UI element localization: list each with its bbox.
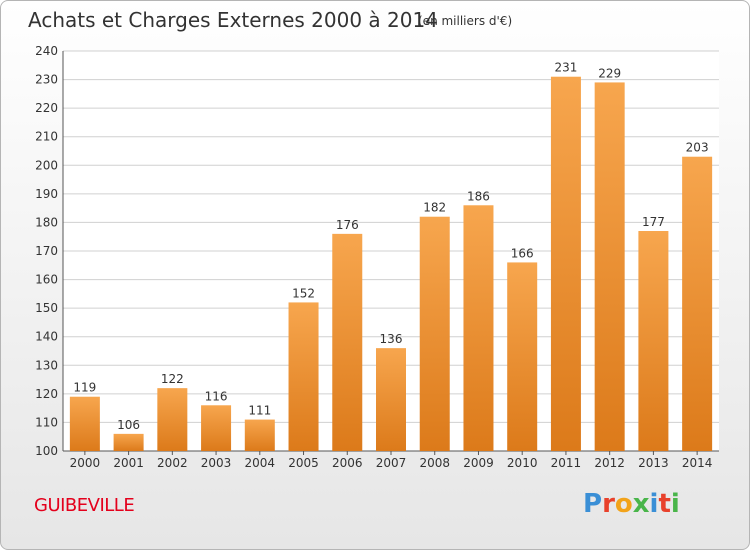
x-tick-label: 2010: [507, 456, 538, 470]
data-label: 186: [467, 189, 490, 203]
data-label: 231: [554, 61, 577, 75]
y-tick-label: 190: [35, 187, 58, 201]
y-tick-label: 230: [35, 73, 58, 87]
logo-letter: o: [614, 489, 633, 519]
data-label: 182: [423, 201, 446, 215]
x-tick-label: 2007: [376, 456, 407, 470]
bar: [201, 405, 232, 451]
data-label: 229: [598, 66, 621, 80]
logo-letter: r: [602, 489, 615, 519]
proxiti-logo: Proxiti: [583, 489, 680, 519]
data-label: 203: [686, 141, 709, 155]
y-tick-label: 150: [35, 301, 58, 315]
x-tick-label: 2006: [332, 456, 363, 470]
x-tick-label: 2001: [113, 456, 144, 470]
logo-letter: i: [670, 489, 680, 519]
data-label: 116: [205, 389, 228, 403]
data-label: 122: [161, 372, 184, 386]
data-label: 152: [292, 286, 315, 300]
logo-letter: x: [632, 489, 650, 519]
bar: [419, 216, 450, 451]
x-tick-label: 2002: [157, 456, 188, 470]
y-tick-label: 200: [35, 158, 58, 172]
y-tick-label: 240: [35, 44, 58, 58]
logo-letter: t: [658, 489, 671, 519]
logo-letter: P: [583, 489, 603, 519]
bar: [244, 419, 275, 451]
y-tick-label: 110: [35, 415, 58, 429]
data-label: 119: [73, 381, 96, 395]
y-tick-label: 130: [35, 358, 58, 372]
bar: [463, 205, 494, 451]
data-label: 136: [380, 332, 403, 346]
bar: [113, 433, 144, 451]
bar: [550, 76, 581, 451]
commune-name: GUIBEVILLE: [34, 495, 135, 516]
data-label: 177: [642, 215, 665, 229]
bar: [332, 233, 363, 451]
x-tick-label: 2013: [638, 456, 669, 470]
bar: [69, 396, 100, 451]
x-tick-label: 2012: [594, 456, 625, 470]
data-label: 111: [248, 404, 271, 418]
x-tick-label: 2008: [419, 456, 450, 470]
x-tick-label: 2009: [463, 456, 494, 470]
data-label: 176: [336, 218, 359, 232]
bar: [376, 348, 406, 451]
x-tick-label: 2003: [201, 456, 232, 470]
y-tick-label: 210: [35, 130, 58, 144]
chart-title: Achats et Charges Externes 2000 à 2014: [28, 8, 438, 32]
y-tick-label: 170: [35, 244, 58, 258]
bar: [507, 262, 538, 451]
y-tick-label: 160: [35, 273, 58, 287]
bar: [682, 156, 713, 451]
x-tick-label: 2000: [70, 456, 101, 470]
y-tick-label: 180: [35, 215, 58, 229]
bar: [157, 388, 188, 451]
y-tick-label: 100: [35, 444, 58, 458]
x-tick-label: 2011: [551, 456, 582, 470]
x-tick-label: 2005: [288, 456, 319, 470]
x-tick-label: 2014: [682, 456, 713, 470]
x-tick-label: 2004: [245, 456, 276, 470]
chart-unit: (en milliers d'€): [418, 14, 513, 28]
data-label: 166: [511, 246, 534, 260]
bar: [638, 231, 669, 451]
y-tick-label: 220: [35, 101, 58, 115]
bar: [594, 82, 625, 451]
y-tick-label: 140: [35, 330, 58, 344]
bar: [288, 302, 319, 451]
data-label: 106: [117, 418, 140, 432]
y-tick-label: 120: [35, 387, 58, 401]
logo-letter: i: [649, 489, 659, 519]
